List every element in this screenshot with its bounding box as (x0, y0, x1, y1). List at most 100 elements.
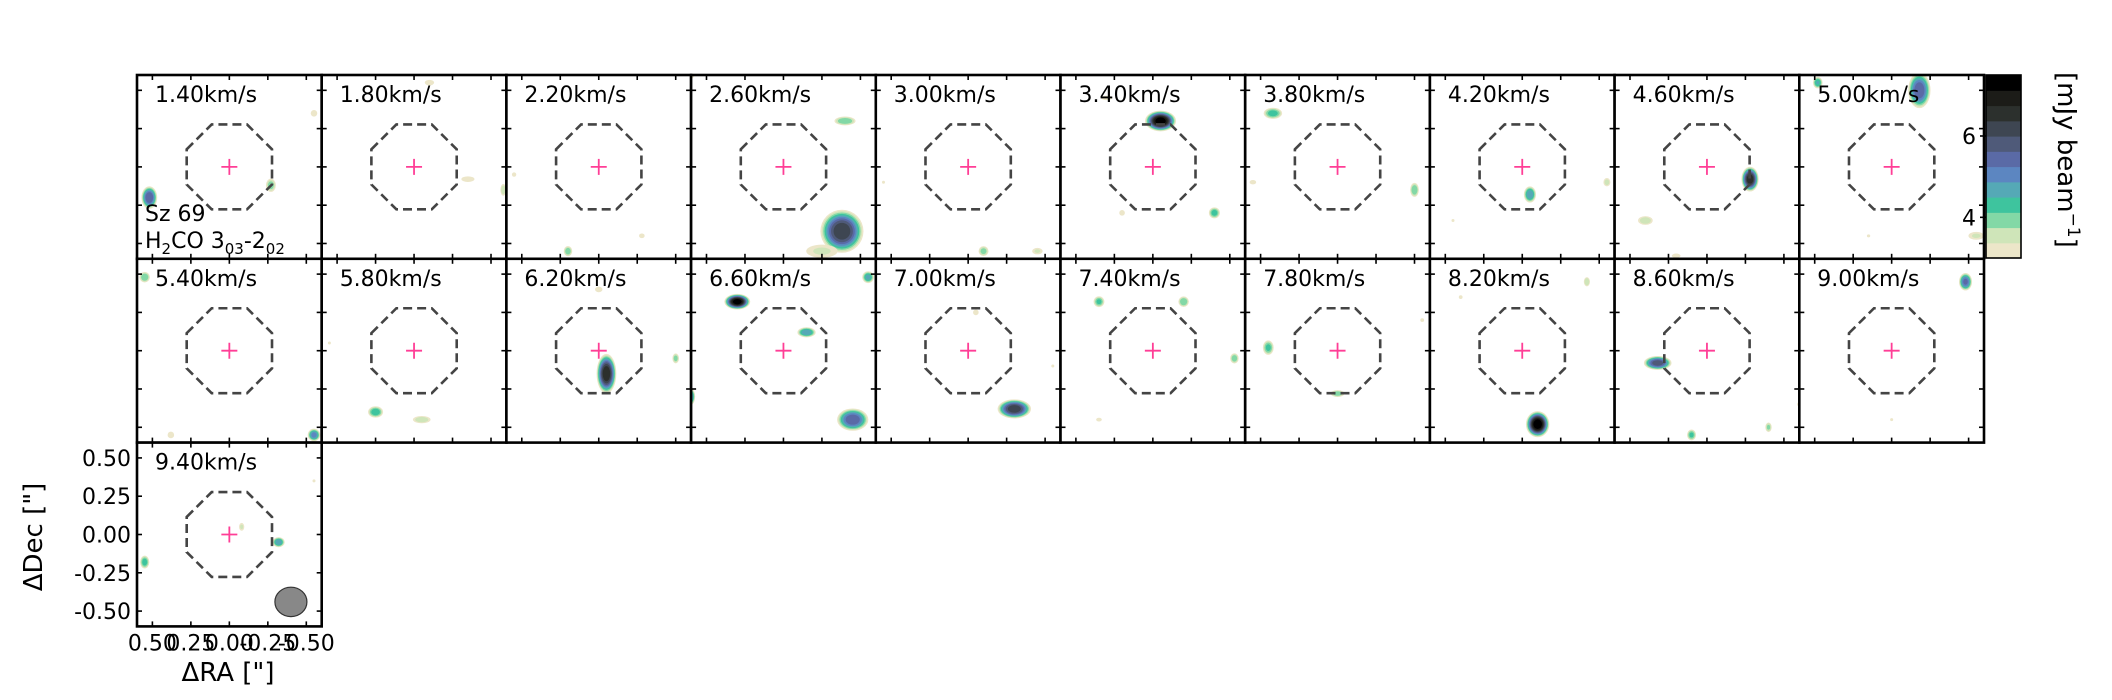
channel-velocity-label: 2.20km/s (524, 83, 626, 108)
emission-blob (797, 327, 816, 338)
keplerian-mask-outline (1293, 123, 1382, 211)
channel-panel: 6.20km/s (505, 257, 693, 444)
star-position-marker (590, 342, 607, 359)
channel-panel: 8.20km/s (1428, 257, 1616, 444)
emission-blob (310, 110, 318, 117)
emission-blob (1525, 411, 1550, 438)
emission-blob (1178, 296, 1189, 307)
emission-blob (511, 172, 517, 177)
colorbar-tick-label: 6 (1962, 125, 1976, 150)
emission-blob (1249, 180, 1257, 185)
keplerian-mask-outline (739, 123, 828, 211)
emission-blob (1890, 418, 1894, 422)
channel-velocity-label: 6.60km/s (709, 267, 811, 292)
keplerian-mask-outline (739, 306, 828, 395)
emission-blob (1051, 364, 1055, 368)
star-position-marker (1698, 158, 1715, 175)
star-position-marker (1329, 158, 1346, 175)
x-tick-label: 0.50 (128, 631, 177, 656)
keplerian-mask-outline (1108, 306, 1197, 395)
keplerian-mask-outline (185, 123, 274, 211)
colorbar-segment (1986, 166, 2021, 183)
emission-blob (563, 246, 573, 257)
channel-velocity-label: 9.40km/s (155, 451, 257, 476)
emission-blob (272, 537, 285, 548)
star-position-marker (1698, 342, 1715, 359)
emission-blob (1643, 356, 1672, 370)
colorbar-segment (1986, 120, 2021, 137)
keplerian-mask-outline (1662, 306, 1751, 395)
emission-blob (595, 286, 603, 293)
emission-blob (1420, 318, 1425, 322)
emission-blob (461, 176, 475, 182)
source-name-label: Sz 69 (145, 202, 206, 227)
keplerian-mask-outline (185, 490, 274, 579)
channel-panel: 1.80km/s (320, 73, 508, 261)
emission-blob (806, 244, 838, 258)
emission-blob (639, 233, 645, 239)
keplerian-mask-outline (1847, 123, 1936, 211)
channel-panel: 3.80km/s (1243, 73, 1432, 261)
emission-blob (973, 309, 979, 316)
emission-blob (1958, 273, 1973, 291)
colorbar-segment (1986, 151, 2021, 168)
x-tick-label: -0.50 (278, 631, 335, 656)
emission-blob (368, 406, 384, 418)
emission-blob (1262, 340, 1274, 355)
channel-panel: 7.80km/s (1243, 257, 1432, 444)
y-tick-label: 0.50 (82, 447, 131, 472)
emission-blob (312, 479, 316, 483)
emission-blob (1093, 296, 1105, 308)
star-position-marker (221, 158, 238, 175)
emission-blob (1583, 277, 1590, 287)
emission-blob (1968, 231, 1985, 240)
channel-velocity-label: 3.80km/s (1263, 83, 1365, 108)
emission-blob (1230, 353, 1239, 364)
emission-blob (997, 399, 1032, 419)
channel-panel: 6.60km/s (689, 257, 878, 444)
keplerian-mask-outline (924, 306, 1013, 395)
star-position-marker (775, 342, 792, 359)
channel-velocity-label: 7.00km/s (894, 267, 996, 292)
star-position-marker (1883, 158, 1900, 175)
emission-blob (1451, 219, 1455, 223)
channel-panel: 7.00km/s (874, 257, 1062, 444)
channel-panel: 3.40km/s (1059, 73, 1247, 261)
channel-velocity-label: 1.80km/s (340, 83, 442, 108)
x-axis-label: ΔRA ["] (181, 658, 274, 688)
channel-velocity-label: 9.00km/s (1817, 267, 1919, 292)
channel-velocity-label: 2.60km/s (709, 83, 811, 108)
emission-blob (424, 79, 435, 86)
colorbar-segment (1986, 136, 2021, 152)
star-position-marker (406, 158, 423, 175)
channel-panel: 2.60km/s (689, 73, 878, 261)
star-position-marker (960, 158, 977, 175)
channel-panel: 9.00km/s (1798, 257, 1986, 444)
channel-velocity-label: 1.40km/s (155, 83, 257, 108)
channel-velocity-label: 5.40km/s (155, 267, 257, 292)
colorbar-segment (1986, 227, 2021, 244)
star-position-marker (1883, 342, 1900, 359)
emission-blob (837, 408, 869, 431)
y-tick-label: -0.25 (74, 562, 131, 587)
emission-blob (1765, 422, 1772, 433)
emission-blob (1032, 247, 1043, 255)
emission-blob (1410, 182, 1419, 197)
emission-blob (724, 293, 751, 310)
channel-velocity-label: 7.80km/s (1263, 267, 1365, 292)
channel-panel: 8.60km/s (1613, 257, 1801, 444)
emission-blob (672, 353, 680, 364)
channel-velocity-label: 7.40km/s (1079, 267, 1181, 292)
beam-ellipse (274, 586, 308, 618)
star-position-marker (1514, 342, 1531, 359)
emission-blob (1671, 253, 1681, 258)
channel-panel: 7.40km/s (1059, 257, 1247, 444)
emission-blob (1096, 417, 1102, 422)
emission-blob (327, 341, 331, 345)
colorbar-label: [mJy beam−1] (2051, 72, 2083, 248)
keplerian-mask-outline (554, 123, 643, 211)
star-position-marker (775, 158, 792, 175)
x-tick-label: 0.00 (205, 631, 254, 656)
